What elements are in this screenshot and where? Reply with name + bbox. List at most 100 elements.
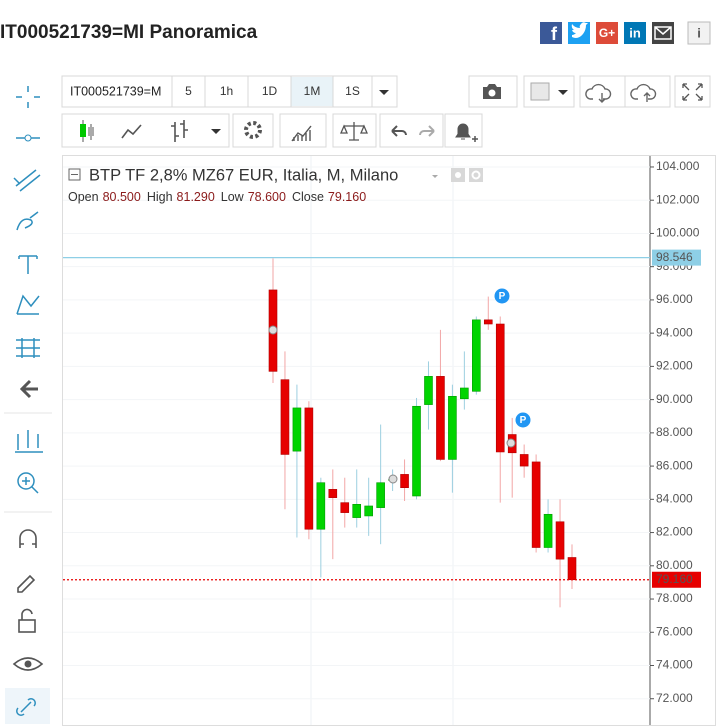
brush-tool[interactable]: [16, 211, 39, 231]
candle-body: [531, 461, 541, 548]
indicators-button[interactable]: [279, 113, 327, 148]
candle-body: [460, 387, 469, 400]
candle-body: [328, 489, 338, 498]
measure-tool[interactable]: [15, 430, 43, 453]
bell-plus: [472, 136, 478, 142]
y-tick-label: 72.000: [656, 691, 693, 705]
back-tool[interactable]: [19, 379, 38, 399]
y-tick-label: 104.000: [656, 159, 700, 173]
candle-body: [280, 379, 290, 455]
eye-glyph: [455, 172, 461, 178]
symbol-field[interactable]: IT000521739=M: [70, 84, 161, 98]
candle-body: [412, 405, 421, 497]
interval-button[interactable]: 1D: [262, 84, 278, 98]
channel-tool[interactable]: [13, 169, 41, 192]
text-tool[interactable]: [18, 255, 38, 274]
chart-title: BTP TF 2,8% MZ67 EUR, Italia, M, Milano: [89, 166, 398, 184]
visibility-tool[interactable]: [12, 657, 44, 671]
ohlc-name: Low: [221, 190, 245, 204]
gear-icon: [244, 121, 262, 139]
page-title: IT000521739=MI Panoramica: [0, 22, 258, 43]
ohlc-value: 81.290: [177, 190, 215, 204]
candle-body: [472, 319, 481, 392]
candle-icon[interactable]: [80, 124, 86, 137]
interval-button[interactable]: 5: [185, 84, 192, 98]
intervals: 5 1h 1D 1M 1S: [185, 76, 373, 107]
linkedin-button[interactable]: [624, 22, 646, 44]
event-dot: [506, 438, 516, 448]
redo-icon[interactable]: [419, 125, 435, 137]
y-tick-label: 90.000: [656, 392, 693, 406]
line-tool-dot: [24, 134, 32, 142]
candle-body: [304, 407, 314, 530]
facebook-icon: f: [551, 24, 558, 44]
bar-type-icon[interactable]: [171, 120, 188, 142]
candle-body: [400, 474, 409, 488]
line-type-icon[interactable]: [121, 124, 142, 139]
fib-tool[interactable]: [16, 338, 40, 358]
annotation-label: P: [520, 415, 527, 426]
interval-bar: [61, 75, 398, 108]
y-tick-label: 80.000: [656, 558, 693, 572]
y-tick-label: 102.000: [656, 192, 700, 206]
candle-body: [567, 557, 577, 581]
fullscreen-button[interactable]: [674, 75, 711, 108]
lock-tool[interactable]: [18, 619, 36, 633]
y-tick-label: 82.000: [656, 525, 693, 539]
dropdown-arrow[interactable]: [379, 90, 389, 95]
candle-body: [495, 323, 505, 453]
candle-body: [424, 376, 433, 405]
y-tick-label: 88.000: [656, 425, 693, 439]
annotation-badge: [494, 288, 510, 304]
event-dot: [388, 474, 398, 484]
interval-button[interactable]: 1M: [304, 84, 321, 98]
candle-body: [555, 521, 565, 560]
facebook-button[interactable]: [540, 22, 562, 44]
settings-mini-button[interactable]: [469, 168, 483, 182]
y-tick-label: 74.000: [656, 658, 693, 672]
y-tick-label: 78.000: [656, 591, 693, 605]
gplus-button[interactable]: [596, 22, 618, 44]
interval-button[interactable]: 1h: [220, 84, 233, 98]
chart-type-bar: [61, 113, 230, 148]
ohlc-name: Open: [68, 190, 99, 204]
candle-body: [316, 482, 326, 530]
y-tick-label: 96.000: [656, 292, 693, 306]
y-tick-label: 86.000: [656, 458, 693, 472]
y-tick-label: 94.000: [656, 325, 693, 339]
magnet-tool[interactable]: [19, 529, 37, 548]
color-swatch: [530, 82, 550, 101]
y-tick-label: 76.000: [656, 624, 693, 638]
info-icon: i: [697, 25, 701, 40]
pattern-tool[interactable]: [16, 294, 40, 315]
zoom-tool-glyph: [22, 477, 39, 494]
y-tick-label: 100.000: [656, 226, 700, 240]
undo-icon[interactable]: [391, 125, 407, 137]
price-label-box: [652, 571, 701, 588]
annotation-label: P: [499, 291, 506, 302]
sidebar: [4, 86, 52, 724]
draw-lock-tool[interactable]: [17, 574, 36, 593]
candle-body: [340, 502, 350, 513]
plot: 72.000 74.000 76.000 78.000 80.000 82.000 84.0…: [63, 159, 701, 705]
candle-body: [376, 482, 385, 508]
indicators-icon: [291, 125, 312, 142]
interval-button[interactable]: 1S: [345, 84, 360, 98]
mail-icon: [654, 26, 672, 40]
candle-body: [483, 319, 493, 325]
title-dropdown[interactable]: [432, 175, 438, 178]
crosshair-tool[interactable]: [16, 86, 40, 108]
gplus-label: G+: [599, 26, 615, 40]
ohlc-legend: Open 80.500 High 81.290 Low 78.600 Close 79.160: [68, 190, 366, 204]
info-button[interactable]: [687, 21, 711, 45]
price-label: 79.160: [656, 572, 693, 586]
link-tool: [16, 698, 36, 716]
candle-body: [543, 513, 553, 548]
event-dot: [268, 325, 278, 335]
candle-body: [352, 504, 362, 518]
zoom-tool[interactable]: [17, 472, 35, 490]
ohlc-name: Close: [292, 190, 324, 204]
settings-button[interactable]: [232, 113, 274, 148]
dropdown-arrow[interactable]: [211, 129, 221, 134]
